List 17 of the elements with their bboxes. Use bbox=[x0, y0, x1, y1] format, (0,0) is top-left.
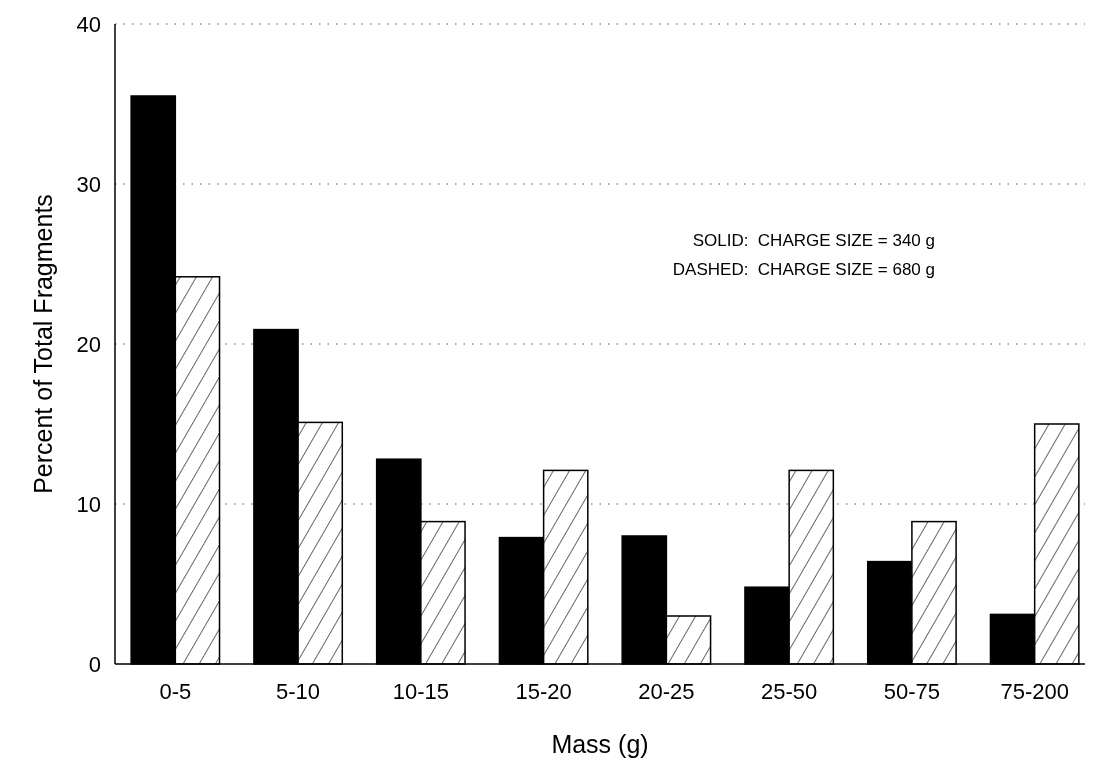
x-tick-label: 75-200 bbox=[1000, 679, 1069, 704]
y-axis-title: Percent of Total Fragments bbox=[29, 194, 57, 494]
x-tick-label: 0-5 bbox=[159, 679, 192, 704]
x-tick-label: 5-10 bbox=[276, 679, 321, 704]
annotation: DASHED: CHARGE SIZE = 680 g bbox=[672, 260, 935, 279]
annotation: SOLID: CHARGE SIZE = 340 g bbox=[692, 231, 935, 250]
y-tick-label: 40 bbox=[76, 11, 101, 37]
x-tick-label: 20-25 bbox=[638, 679, 695, 704]
x-axis-title: Mass (g) bbox=[551, 730, 649, 758]
x-tick-label: 50-75 bbox=[883, 679, 941, 704]
x-tick-label: 15-20 bbox=[515, 679, 572, 704]
x-tick-label: 10-15 bbox=[392, 679, 449, 704]
x-tick-label: 25-50 bbox=[761, 679, 818, 704]
y-tick-label: 0 bbox=[88, 651, 101, 677]
y-tick-label: 20 bbox=[76, 331, 101, 357]
y-tick-label: 30 bbox=[76, 171, 101, 197]
y-tick-label: 10 bbox=[76, 491, 101, 517]
